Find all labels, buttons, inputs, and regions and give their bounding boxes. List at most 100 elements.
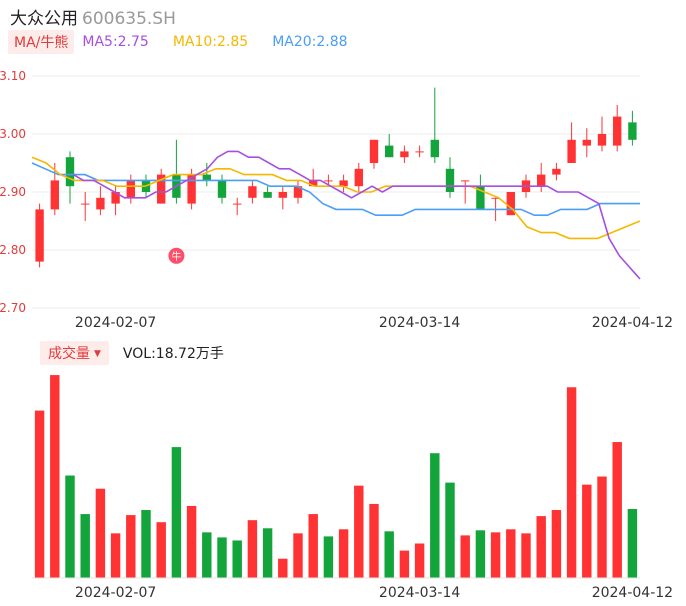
volume-tag-label: 成交量 — [48, 346, 90, 362]
volume-bar — [80, 514, 90, 578]
volume-x-tick-label: 2024-04-12 — [592, 585, 673, 601]
candle-body — [278, 192, 287, 198]
candle-body — [491, 197, 500, 199]
volume-bar — [460, 535, 470, 578]
price-tick-label: 2.90 — [0, 185, 26, 199]
candle-body — [597, 134, 607, 146]
candle-body — [157, 174, 166, 204]
price-x-tick-label: 2024-02-07 — [75, 315, 156, 331]
ma-indicator-tag[interactable]: MA/牛熊 — [8, 30, 75, 54]
candle-body — [233, 203, 242, 205]
candle-body — [202, 174, 211, 181]
stock-name: 大众公用 — [10, 9, 78, 29]
volume-bar — [308, 514, 318, 578]
candle-body — [65, 157, 75, 187]
candle-body — [369, 139, 379, 163]
volume-bar — [384, 531, 394, 578]
volume-bar — [50, 375, 60, 578]
volume-bar — [369, 503, 379, 578]
candle-body — [567, 139, 576, 163]
volume-bar — [521, 533, 531, 578]
volume-bar — [445, 482, 455, 578]
volume-bar — [141, 510, 151, 578]
volume-bar — [627, 509, 638, 578]
candle-body — [309, 180, 318, 187]
volume-bar — [612, 442, 622, 578]
candle-body — [582, 139, 591, 146]
volume-bar — [597, 476, 607, 578]
candle-body — [248, 186, 257, 198]
candle-body — [354, 168, 363, 187]
price-tick-label: 3.10 — [0, 69, 26, 83]
caret-down-icon: ▼ — [94, 349, 101, 359]
candle-body — [461, 180, 470, 182]
price-x-tick-label: 2024-03-14 — [379, 315, 460, 331]
candle-body — [476, 186, 485, 210]
volume-bar — [536, 516, 546, 578]
volume-bar — [202, 532, 212, 578]
candle-body — [537, 174, 546, 187]
candle-body — [96, 197, 105, 210]
volume-bar — [156, 522, 166, 578]
ma10-line — [31, 156, 641, 240]
candle-body — [628, 122, 637, 140]
volume-bar — [217, 537, 227, 578]
bull-marker-label: 牛 — [171, 250, 181, 263]
ma5-label: MA5:2.75 — [82, 34, 149, 50]
volume-bar — [430, 453, 440, 578]
bull-marker-circle — [168, 247, 185, 264]
candle-body — [187, 174, 196, 204]
volume-bar — [323, 536, 334, 578]
price-x-tick-label: 2024-04-12 — [592, 315, 673, 331]
volume-bar — [566, 387, 577, 578]
candle-body — [506, 192, 515, 216]
volume-bar — [506, 529, 516, 578]
volume-bar — [34, 410, 45, 578]
volume-bar — [95, 488, 106, 578]
candle-body — [35, 209, 44, 262]
candle-body — [81, 203, 90, 205]
volume-bar — [171, 447, 182, 578]
volume-bar — [65, 475, 75, 578]
candle-body — [263, 192, 272, 198]
volume-x-tick-label: 2024-03-14 — [379, 585, 460, 601]
price-tick-label: 3.00 — [0, 127, 26, 141]
candle-body — [217, 180, 227, 198]
volume-bar — [490, 532, 501, 578]
volume-bar — [110, 533, 121, 578]
volume-legend: 成交量 ▼ VOL:18.72万手 — [40, 341, 224, 365]
volume-bar — [262, 528, 273, 578]
ma-legend: MA/牛熊 MA5:2.75 MA10:2.85 MA20:2.88 — [8, 30, 372, 54]
volume-bar — [278, 558, 288, 578]
ma5-line — [72, 150, 641, 280]
volume-bar — [354, 485, 364, 578]
candle-body — [400, 151, 409, 158]
ma20-line — [31, 162, 640, 216]
stock-code: 600635.SH — [82, 9, 176, 29]
volume-value-label: VOL:18.72万手 — [122, 346, 224, 362]
volume-bar — [293, 533, 303, 578]
price-tick-label: 2.70 — [0, 301, 26, 315]
candle-body — [293, 186, 303, 198]
volume-bar — [247, 520, 258, 578]
ma20-label: MA20:2.88 — [272, 34, 348, 50]
volume-indicator-dropdown[interactable]: 成交量 ▼ — [40, 341, 109, 365]
candle-body — [430, 139, 439, 158]
candle-body — [126, 180, 135, 198]
volume-bar — [582, 484, 592, 578]
stock-title: 大众公用 600635.SH — [10, 4, 176, 29]
volume-bar — [186, 505, 197, 578]
candle-body — [445, 168, 455, 192]
candle-body — [613, 116, 622, 146]
ma10-label: MA10:2.85 — [172, 34, 249, 50]
volume-bar — [551, 510, 562, 578]
candle-body — [552, 168, 561, 175]
candle-body — [111, 192, 120, 204]
volume-bar — [475, 530, 486, 578]
candle-body — [385, 145, 394, 158]
volume-bar — [232, 540, 242, 578]
price-tick-label: 2.80 — [0, 243, 26, 257]
volume-bar — [414, 543, 425, 578]
volume-bar — [338, 529, 349, 578]
